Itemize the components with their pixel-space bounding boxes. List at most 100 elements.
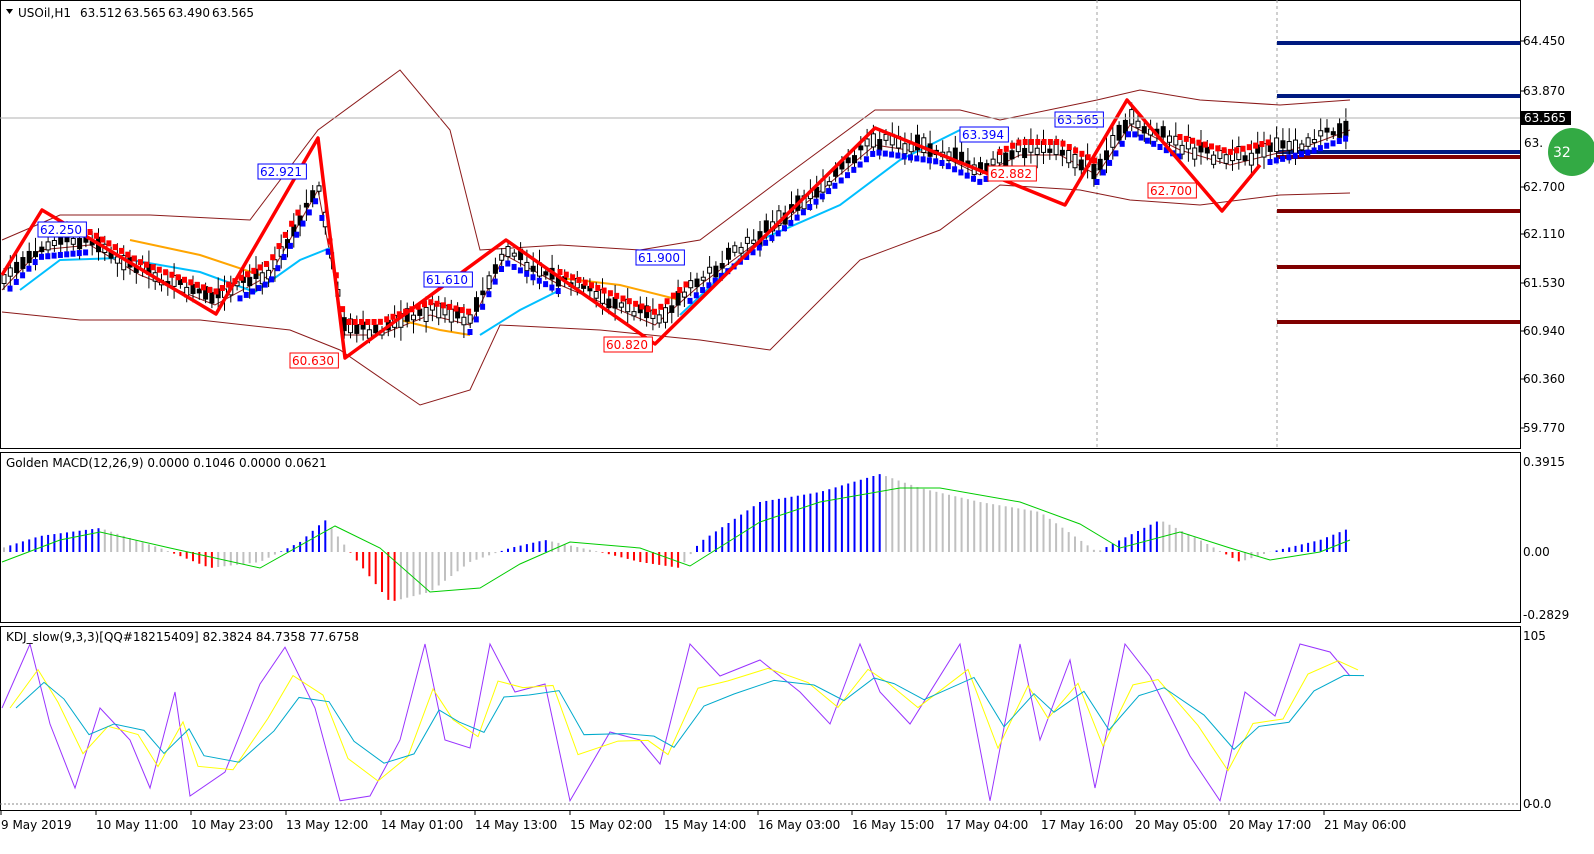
candle-body	[1059, 149, 1065, 156]
trend-dot	[1176, 153, 1182, 160]
trend-dot	[144, 261, 150, 268]
trend-dot	[1054, 139, 1060, 145]
candle-body	[1110, 134, 1116, 148]
trend-dot	[453, 305, 459, 312]
candle-body	[883, 133, 889, 141]
candle-body	[348, 318, 353, 334]
trend-dot	[712, 277, 718, 284]
trend-dot	[832, 182, 838, 189]
candle-body	[511, 252, 517, 257]
macd-axis-bottom: -0.2829	[1523, 608, 1569, 622]
trend-dot	[576, 276, 582, 283]
kdj-panel[interactable]	[0, 626, 1521, 811]
trend-dot	[683, 281, 689, 288]
candle-body	[373, 324, 379, 334]
trend-dot	[557, 269, 563, 275]
trend-dot	[563, 271, 569, 278]
candle-body	[713, 265, 719, 278]
zigzag-label-text: 61.610	[426, 273, 468, 287]
time-axis: 9 May 2019 10 May 11:00 10 May 23:00 13 May…	[0, 811, 1406, 832]
price-tick-label: 60.360	[1523, 372, 1565, 386]
candle-body	[1116, 124, 1122, 141]
candle-body	[354, 324, 360, 334]
candle-body	[505, 246, 511, 258]
candle-body	[1192, 147, 1198, 160]
profit-badge[interactable]	[1548, 128, 1594, 176]
candle-body	[39, 246, 45, 253]
trend-dot	[570, 274, 576, 281]
trend-dot	[137, 259, 143, 266]
trend-dot	[706, 282, 712, 289]
trend-dot	[719, 272, 724, 279]
trend-dot	[83, 249, 89, 256]
kdj-axis-bottom: -0.0	[1528, 797, 1551, 811]
candle-body	[1047, 148, 1053, 153]
trend-dot	[1144, 137, 1150, 144]
candle-body	[1091, 164, 1097, 180]
trend-dot	[359, 319, 364, 325]
trend-dot	[687, 297, 693, 304]
trend-dot	[352, 319, 358, 325]
candle-body	[681, 291, 687, 298]
current-price-tag	[1521, 111, 1571, 125]
candle-body	[1311, 139, 1317, 144]
candle-body	[480, 290, 486, 296]
macd-axis-zero: 0.00	[1523, 545, 1550, 559]
candle-body	[902, 143, 908, 155]
zigzag-labels: 62.250 62.921 60.630 61.610 61.900 60.820 63.3…	[37, 111, 1197, 369]
trend-dot	[977, 178, 983, 185]
candle-body	[1343, 120, 1349, 137]
trend-dot	[319, 214, 325, 221]
candle-body	[1248, 152, 1254, 166]
trend-dot	[652, 308, 657, 315]
candle-body	[763, 220, 769, 233]
trend-dot	[626, 298, 632, 305]
candle-body	[411, 314, 416, 321]
candle-body	[915, 134, 920, 151]
candle-body	[543, 271, 549, 276]
price-open: 63.512	[80, 6, 122, 20]
trend-dot	[466, 308, 472, 315]
trend-dot	[807, 203, 813, 210]
current-price-label: 63.565	[1524, 111, 1566, 125]
trend-dot	[1085, 154, 1091, 161]
candle-body	[259, 272, 265, 285]
trend-dot	[39, 253, 44, 260]
zigzag-label-box	[987, 165, 1037, 182]
candle-body	[606, 298, 612, 309]
trend-dot	[245, 271, 250, 278]
profit-badge-text[interactable]: 32	[1553, 145, 1571, 161]
trend-dot	[1073, 147, 1079, 154]
trend-dot	[555, 288, 561, 295]
trend-dot	[57, 251, 63, 258]
candle-body	[209, 292, 215, 304]
trend-dot	[914, 155, 920, 162]
candle-body	[14, 261, 20, 274]
candle-body	[593, 290, 599, 299]
trend-dot	[396, 311, 402, 318]
triangle-down-icon[interactable]	[6, 9, 13, 14]
macd-axis-top: 0.3915	[1523, 455, 1565, 469]
candle-body	[77, 238, 83, 250]
trend-dot	[188, 279, 194, 286]
trend-dot	[788, 219, 794, 226]
trend-dot	[549, 284, 555, 291]
candle-body	[1141, 126, 1147, 134]
time-tick-label: 15 May 14:00	[664, 818, 746, 832]
trend-dot	[287, 242, 293, 249]
trend-dot	[744, 253, 750, 260]
trend-dot	[1079, 150, 1085, 157]
trend-dot	[325, 248, 331, 255]
candle-body	[669, 305, 675, 313]
trend-dot	[346, 319, 352, 325]
time-tick-label: 20 May 05:00	[1135, 818, 1217, 832]
trend-dot	[1183, 135, 1189, 142]
candle-body	[1286, 141, 1292, 151]
partial-price-label: 63.	[1524, 136, 1543, 150]
candle-body	[196, 288, 202, 294]
trend-dot	[633, 300, 639, 307]
trend-dot	[1286, 154, 1292, 161]
candle-body	[1274, 137, 1280, 153]
trend-dot	[908, 154, 913, 161]
